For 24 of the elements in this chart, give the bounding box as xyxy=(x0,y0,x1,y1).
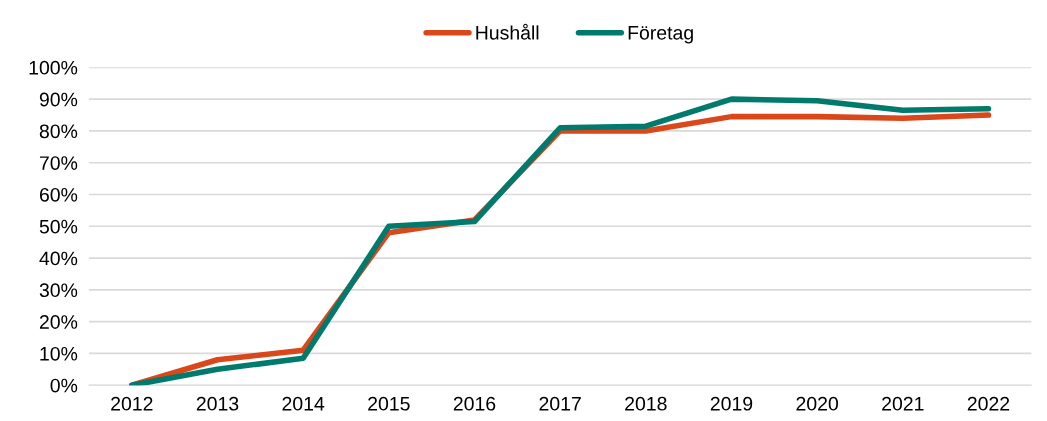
y-tick-label: 20% xyxy=(39,315,78,329)
y-tick-label: 30% xyxy=(39,283,78,298)
x-tick-label: 2017 xyxy=(539,396,581,411)
x-tick-label: 2019 xyxy=(710,396,753,411)
x-tick-label: 2015 xyxy=(368,396,410,411)
y-tick-label: 40% xyxy=(39,251,78,266)
y-tick-label: 70% xyxy=(39,156,78,170)
x-tick-label: 2020 xyxy=(796,396,839,411)
y-tick-label: 0% xyxy=(50,378,78,393)
y-tick-label: 80% xyxy=(39,124,78,139)
legend-label: Hushåll xyxy=(476,23,539,40)
x-tick-label: 2022 xyxy=(967,396,1010,411)
y-tick-label: 60% xyxy=(39,187,78,202)
x-tick-label: 2013 xyxy=(196,396,239,411)
y-tick-label: 90% xyxy=(39,92,78,107)
x-tick-label: 2012 xyxy=(111,396,153,411)
x-tick-label: 2014 xyxy=(282,396,325,411)
y-tick-label: 100% xyxy=(29,60,78,75)
y-tick-label: 50% xyxy=(39,219,78,234)
y-tick-label: 10% xyxy=(40,346,78,361)
legend-label: Företag xyxy=(628,26,693,44)
x-tick-label: 2016 xyxy=(453,396,496,411)
x-tick-label: 2021 xyxy=(882,396,924,411)
x-tick-label: 2018 xyxy=(625,396,667,411)
